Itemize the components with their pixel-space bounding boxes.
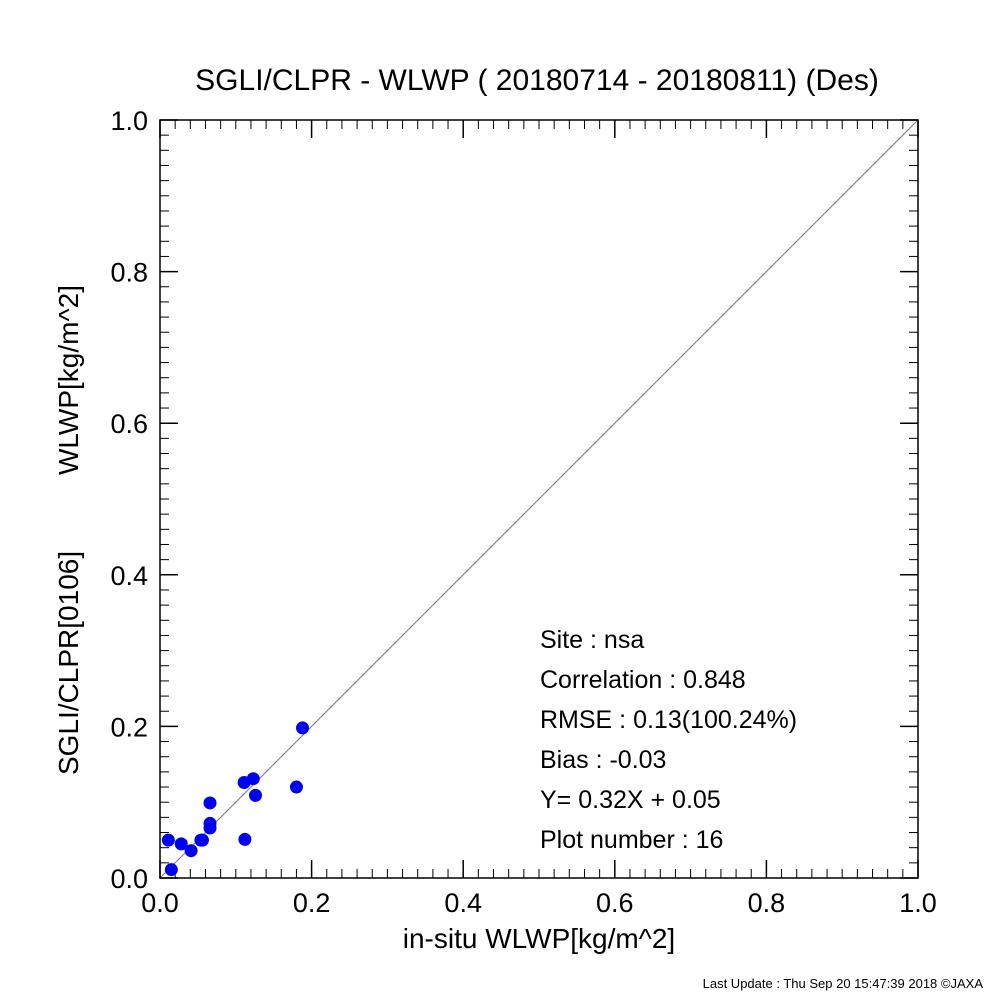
- data-point: [174, 837, 188, 851]
- plot-area: 0.0 0.2 0.4 0.6 0.8 1.0 0.0 0.2 0.4 0.6 0.8 1.0: [110, 106, 936, 918]
- data-point: [238, 832, 252, 846]
- data-point: [164, 863, 178, 877]
- data-point: [203, 796, 217, 810]
- y-tick-label: 0.4: [110, 561, 148, 591]
- data-point: [195, 833, 209, 847]
- data-point: [296, 721, 310, 735]
- x-tick-label: 0.6: [596, 888, 634, 918]
- data-point: [161, 833, 175, 847]
- x-tick-label: 0.4: [444, 888, 482, 918]
- chart-title: SGLI/CLPR - WLWP ( 20180714 - 20180811) …: [195, 64, 879, 97]
- x-tick-label: 0.2: [293, 888, 331, 918]
- y-tick-label: 0.8: [110, 258, 148, 288]
- stats-bias: Bias : -0.03: [540, 746, 666, 774]
- x-tick-labels: 0.0 0.2 0.4 0.6 0.8 1.0: [141, 888, 937, 918]
- y-tick-label: 0.6: [110, 409, 148, 439]
- major-ticks: [159, 119, 919, 879]
- x-axis-label: in-situ WLWP[kg/m^2]: [403, 923, 675, 954]
- y-tick-label: 1.0: [110, 106, 148, 136]
- x-tick-label: 0.8: [748, 888, 786, 918]
- data-point: [184, 844, 198, 858]
- data-point: [203, 821, 217, 835]
- stats-box: Site : nsa Correlation : 0.848 RMSE : 0.…: [540, 626, 797, 854]
- data-point: [249, 788, 263, 802]
- y-tick-labels: 0.0 0.2 0.4 0.6 0.8 1.0: [110, 106, 148, 894]
- stats-fit: Y= 0.32X + 0.05: [540, 786, 721, 814]
- minor-ticks: [160, 120, 918, 878]
- x-tick-label: 1.0: [899, 888, 937, 918]
- data-point: [289, 780, 303, 794]
- data-points: [161, 721, 310, 877]
- footer-last-update: Last Update : Thu Sep 20 15:47:39 2018 ©…: [703, 976, 984, 991]
- one-to-one-line: [159, 119, 919, 879]
- y-axis-label-right: WLWP[kg/m^2]: [53, 285, 84, 475]
- y-tick-label: 0.2: [110, 712, 148, 742]
- stats-site: Site : nsa: [540, 626, 644, 654]
- y-axis-label-left: SGLI/CLPR[0106]: [53, 551, 84, 775]
- y-tick-label: 0.0: [110, 864, 148, 894]
- stats-correlation: Correlation : 0.848: [540, 666, 746, 694]
- data-point: [246, 772, 260, 786]
- stats-rmse: RMSE : 0.13(100.24%): [540, 706, 797, 734]
- stats-plot-number: Plot number : 16: [540, 826, 723, 854]
- x-tick-label: 0.0: [141, 888, 179, 918]
